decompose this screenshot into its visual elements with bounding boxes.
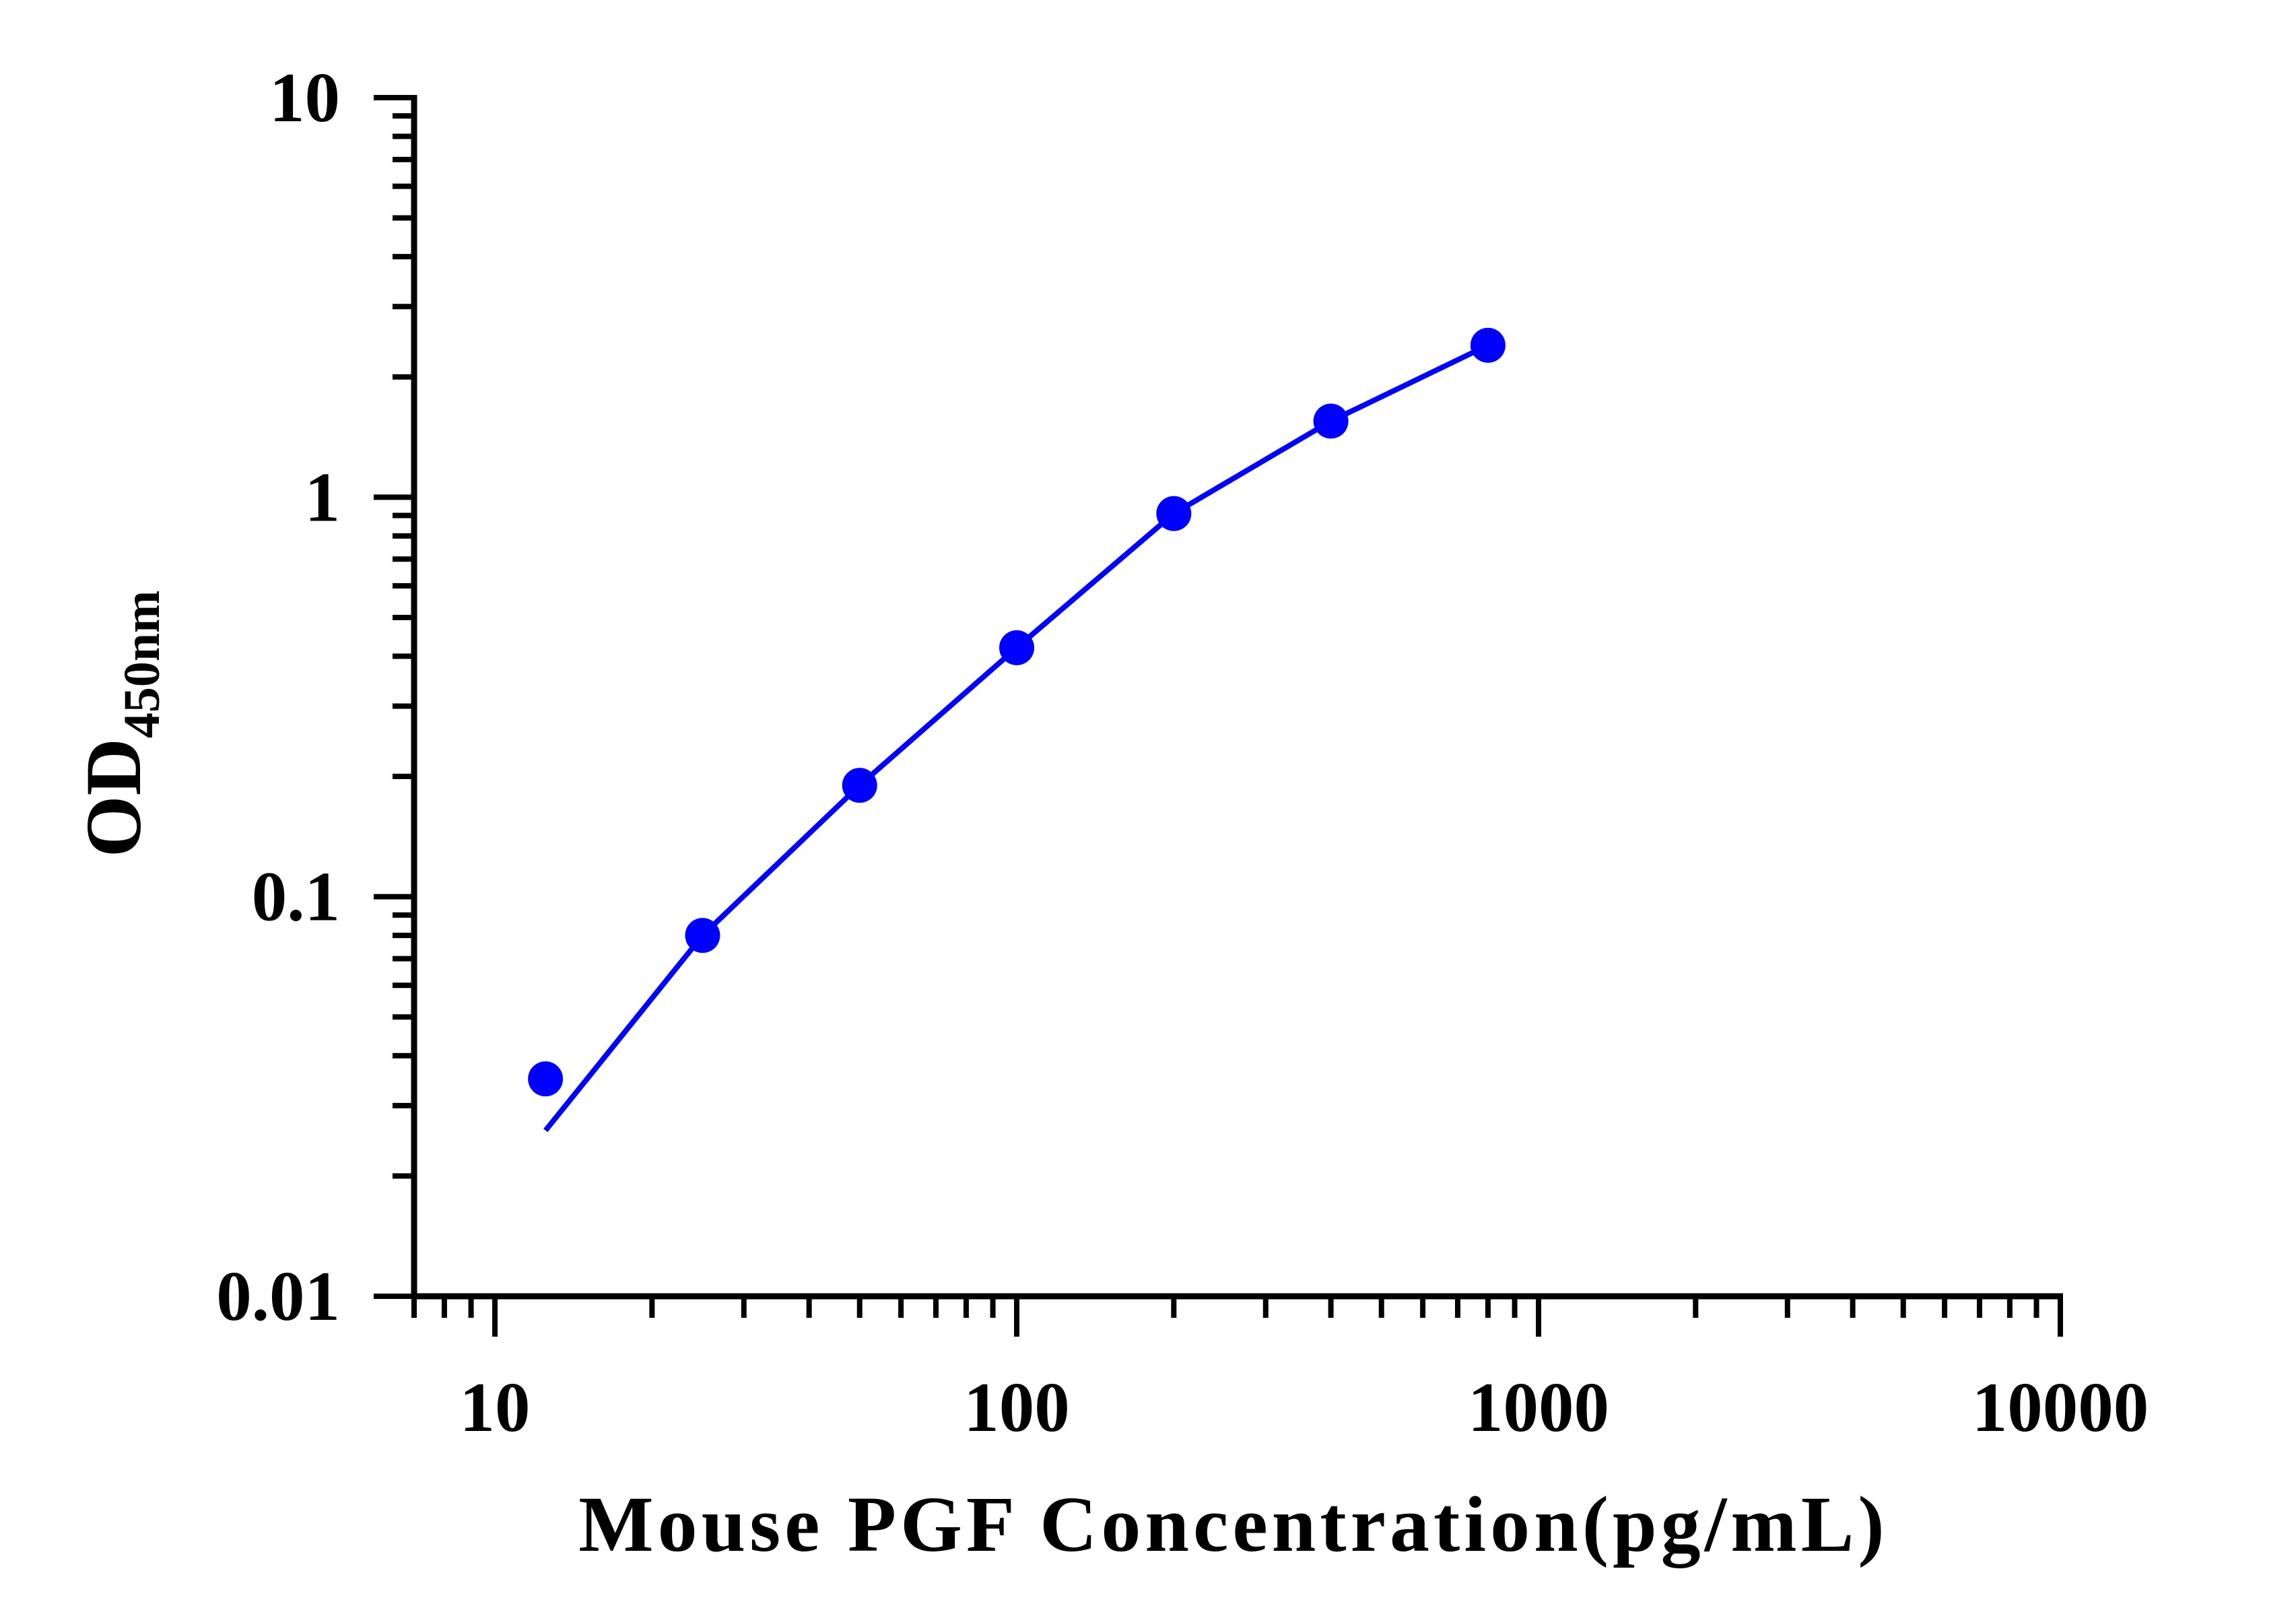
x-tick-label: 100: [964, 1368, 1070, 1446]
x-axis-ticks: 10 100 1000 10000: [411, 1296, 2149, 1446]
data-point: [1470, 327, 1506, 363]
data-point: [528, 1061, 564, 1097]
fit-line-group: [543, 343, 1489, 1133]
data-point: [685, 918, 720, 954]
y-tick-label: 10: [269, 58, 340, 137]
data-point: [1156, 496, 1192, 531]
data-point: [999, 630, 1035, 665]
x-tick-label: 10: [460, 1368, 531, 1446]
x-tick-label: 1000: [1468, 1368, 1609, 1446]
x-tick-label: 10000: [1972, 1368, 2149, 1446]
y-tick-label: 0.1: [252, 857, 340, 936]
y-axis-title-subscript: 450nm: [114, 591, 170, 739]
data-points: [528, 327, 1506, 1097]
y-axis-ticks: 0.01 0.1 1 10: [216, 58, 414, 1335]
y-tick-label: 0.01: [216, 1257, 340, 1335]
x-axis-title: Mouse PGF Concentration(pg/mL): [578, 1480, 1888, 1568]
data-point: [842, 768, 877, 803]
data-point: [1313, 403, 1349, 439]
fit-line: [543, 343, 1489, 1133]
axes: [411, 95, 2063, 1300]
y-axis-title: OD450nm: [69, 591, 170, 858]
y-axis-title-main: OD: [69, 738, 158, 857]
y-tick-label: 1: [305, 457, 341, 536]
